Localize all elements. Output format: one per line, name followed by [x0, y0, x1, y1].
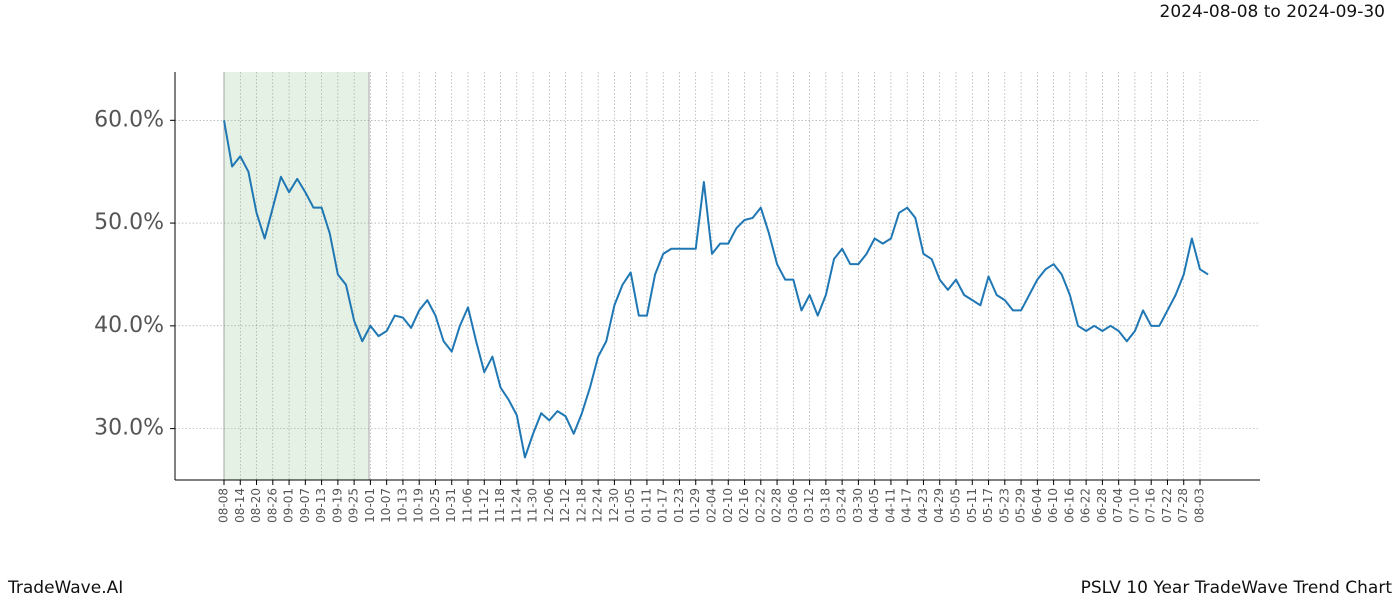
y-tick-label: 60.0%	[94, 107, 164, 132]
x-tick-label: 10-19	[412, 488, 426, 523]
x-tick-label: 04-05	[867, 488, 881, 523]
x-tick-label: 05-11	[965, 488, 979, 523]
x-tick-label: 05-23	[997, 488, 1011, 523]
x-tick-label: 10-31	[444, 488, 458, 523]
x-tick-label: 02-28	[770, 488, 784, 523]
x-tick-label: 07-22	[1160, 488, 1174, 523]
x-tick-label: 10-13	[395, 488, 409, 523]
x-tick-label: 12-18	[574, 488, 588, 523]
x-tick-label: 10-01	[363, 488, 377, 523]
x-tick-label: 01-23	[672, 488, 686, 523]
x-tick-label: 02-04	[705, 488, 719, 523]
x-tick-label: 08-26	[265, 488, 279, 523]
y-tick-label: 40.0%	[94, 313, 164, 338]
x-tick-label: 01-29	[688, 488, 702, 523]
highlight-span	[224, 72, 369, 480]
x-tick-label: 09-19	[330, 488, 344, 523]
x-tick-label: 04-17	[900, 488, 914, 523]
x-tick-label: 11-06	[461, 488, 475, 523]
y-tick-label: 30.0%	[94, 416, 164, 441]
chart-title: PSLV 10 Year TradeWave Trend Chart	[1081, 578, 1393, 598]
x-tick-label: 12-30	[607, 488, 621, 523]
x-tick-label: 09-01	[282, 488, 296, 523]
x-tick-label: 05-29	[1014, 488, 1028, 523]
x-tick-label: 11-18	[493, 488, 507, 523]
x-tick-label: 08-08	[217, 488, 231, 523]
x-tick-label: 06-10	[1046, 488, 1060, 523]
x-tick-label: 01-11	[639, 488, 653, 523]
x-tick-label: 05-17	[981, 488, 995, 523]
x-tick-label: 10-25	[428, 488, 442, 523]
x-tick-label: 04-29	[932, 488, 946, 523]
x-tick-label: 09-13	[314, 488, 328, 523]
x-tick-label: 08-14	[233, 488, 247, 523]
x-tick-label: 02-22	[753, 488, 767, 523]
x-tick-label: 02-10	[721, 488, 735, 523]
x-tick-label: 01-17	[656, 488, 670, 523]
x-tick-label: 03-24	[835, 488, 849, 523]
x-tick-label: 06-16	[1062, 488, 1076, 523]
x-tick-label: 05-05	[949, 488, 963, 523]
x-tick-label: 11-30	[526, 488, 540, 523]
x-tick-label: 06-28	[1095, 488, 1109, 523]
marks	[223, 120, 1209, 459]
source: TradeWave.AI	[7, 578, 123, 598]
x-tick-label: 02-16	[737, 488, 751, 523]
x-tick-label: 12-12	[558, 488, 572, 523]
x-tick-label: 06-22	[1079, 488, 1093, 523]
x-tick-label: 03-30	[851, 488, 865, 523]
y-tick-label: 50.0%	[94, 210, 164, 235]
x-tick-label: 11-24	[509, 488, 523, 523]
x-tick-label: 08-20	[249, 488, 263, 523]
x-tick-label: 04-23	[916, 488, 930, 523]
x-tick-label: 06-04	[1030, 488, 1044, 523]
x-tick-label: 01-05	[623, 488, 637, 523]
x-tick-label: 07-10	[1127, 488, 1141, 523]
x-tick-label: 11-12	[477, 488, 491, 523]
x-tick-label: 03-06	[786, 488, 800, 523]
x-tick-label: 03-12	[802, 488, 816, 523]
x-tick-label: 09-07	[298, 488, 312, 523]
x-tick-label: 12-24	[591, 488, 605, 523]
x-tick-label: 03-18	[818, 488, 832, 523]
x-tick-label: 08-03	[1193, 488, 1207, 523]
grid	[175, 72, 1260, 480]
x-tick-label: 09-25	[347, 488, 361, 523]
x-tick-label: 10-07	[379, 488, 393, 523]
x-tick-label: 12-06	[542, 488, 556, 523]
x-tick-label: 04-11	[883, 488, 897, 523]
date-range: 2024-08-08 to 2024-09-30	[1160, 2, 1385, 22]
trend-line	[223, 120, 1209, 459]
x-tick-label: 07-16	[1144, 488, 1158, 523]
x-tick-label: 07-28	[1176, 488, 1190, 523]
x-tick-label: 07-04	[1111, 488, 1125, 523]
